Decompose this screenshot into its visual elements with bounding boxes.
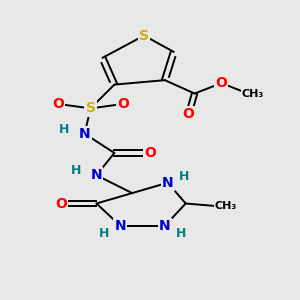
Text: H: H — [58, 123, 69, 136]
Text: H: H — [99, 227, 109, 240]
Text: O: O — [52, 97, 64, 111]
Text: H: H — [70, 164, 81, 177]
Text: N: N — [79, 127, 90, 141]
Text: N: N — [159, 219, 171, 233]
Text: N: N — [91, 168, 102, 182]
Text: S: S — [139, 28, 149, 43]
Text: O: O — [55, 196, 67, 211]
Text: O: O — [183, 107, 195, 121]
Text: N: N — [115, 219, 126, 233]
Text: CH₃: CH₃ — [215, 202, 237, 212]
Text: H: H — [176, 227, 186, 240]
Text: S: S — [85, 101, 96, 116]
Text: H: H — [179, 170, 189, 183]
Text: N: N — [162, 176, 174, 190]
Text: O: O — [144, 146, 156, 160]
Text: CH₃: CH₃ — [242, 88, 264, 98]
Text: O: O — [215, 76, 227, 90]
Text: O: O — [117, 97, 129, 111]
